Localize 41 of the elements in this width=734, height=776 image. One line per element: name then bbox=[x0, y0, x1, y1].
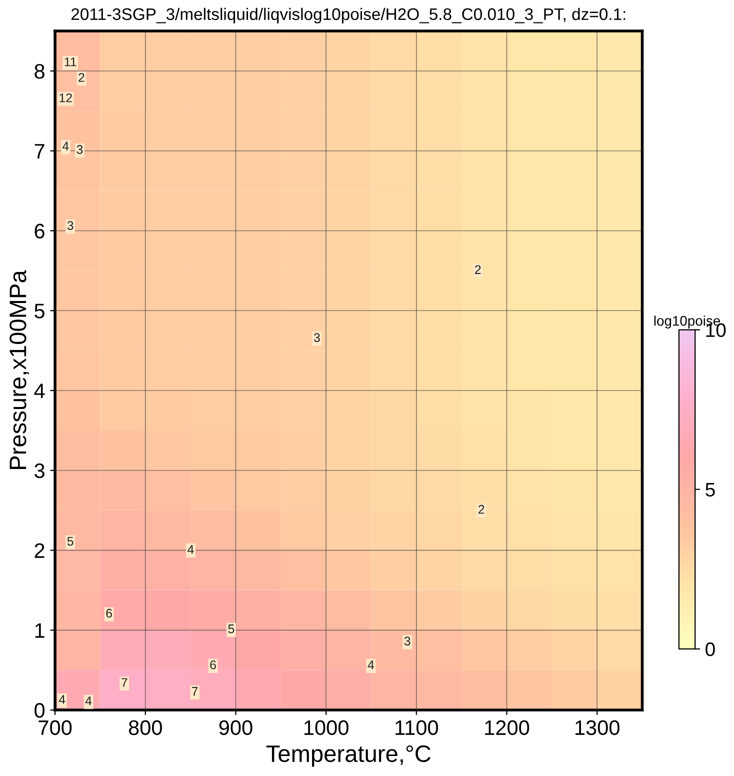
annotation: 6 bbox=[210, 660, 216, 670]
y-tick-label: 1 bbox=[35, 623, 44, 638]
annotation: 2 bbox=[78, 73, 84, 82]
annotation: 7 bbox=[122, 678, 128, 687]
x-tick-label: 1200 bbox=[485, 720, 530, 736]
y-tick-label: 8 bbox=[34, 64, 44, 79]
x-tick-label: 800 bbox=[128, 720, 162, 736]
y-axis-title: Pressure,x100MPa bbox=[10, 270, 30, 469]
y-tick-label: 4 bbox=[34, 384, 45, 398]
x-tick-label: 1300 bbox=[576, 720, 620, 736]
y-tick-label: 3 bbox=[34, 463, 44, 478]
annotation: 4 bbox=[188, 545, 194, 554]
annotation: 3 bbox=[76, 145, 83, 154]
y-tick-label: 6 bbox=[34, 224, 44, 238]
annotation: 4 bbox=[62, 142, 69, 150]
color-bar-label: 5 bbox=[706, 483, 715, 497]
y-tick-label: 2 bbox=[34, 543, 44, 558]
annotation: 5 bbox=[67, 536, 74, 546]
color-bar-label: 0 bbox=[706, 642, 715, 656]
annotation: 3 bbox=[67, 221, 74, 230]
annotation: 4 bbox=[368, 660, 374, 670]
x-tick-label: 1000 bbox=[304, 720, 348, 736]
annotation: 4 bbox=[58, 695, 66, 704]
x-tick-label: 700 bbox=[38, 720, 72, 736]
y-tick-label: 7 bbox=[34, 144, 44, 158]
annotation: 2 bbox=[474, 265, 481, 274]
annotation: 7 bbox=[192, 687, 198, 696]
x-tick-label: 1100 bbox=[396, 720, 438, 736]
annotation: 5 bbox=[228, 624, 234, 634]
chart-title: 2011-3SGP_3/meltsliquid/liqvislog10poise/H2O_5.8_C0.010_3_PT, dz=0.1: bbox=[71, 8, 626, 24]
y-tick-label: 5 bbox=[34, 304, 44, 318]
annotation: 3 bbox=[404, 636, 410, 646]
annotation: 6 bbox=[106, 608, 112, 618]
x-tick-label: 900 bbox=[219, 720, 252, 736]
annotation: 12 bbox=[60, 93, 72, 102]
x-axis-title: Temperature,°C bbox=[266, 745, 431, 767]
annotation: 3 bbox=[314, 333, 320, 342]
annotation: 2 bbox=[478, 504, 484, 514]
y-tick-label: 0 bbox=[34, 703, 45, 718]
annotation: 11 bbox=[64, 58, 76, 66]
annotation: 4 bbox=[85, 696, 92, 706]
